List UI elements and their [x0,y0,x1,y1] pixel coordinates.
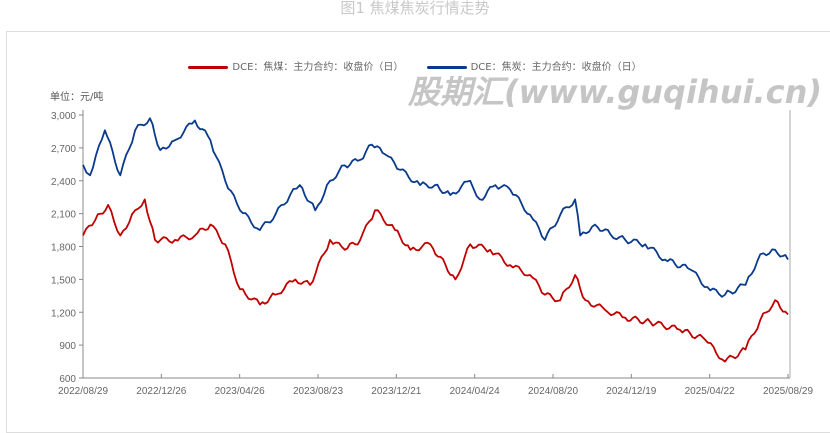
x-tick-label: 2025/08/29 [763,386,813,397]
legend-swatch [426,65,467,69]
x-tick-label: 2022/08/29 [58,386,108,397]
legend: DCE：焦煤：主力合约：收盘价（日） DCE：焦炭：主力合约：收盘价（日） [0,58,830,73]
y-tick-label: 3,000 [51,111,76,122]
legend-item-coke: DCE：焦炭：主力合约：收盘价（日） [426,58,642,73]
legend-swatch [188,65,229,69]
series-line-0 [82,198,789,363]
chart-title: 图1 焦煤焦炭行情走势 [340,0,490,17]
legend-label: DCE：焦炭：主力合约：收盘价（日） [470,62,642,73]
x-tick-label: 2024/12/19 [606,386,656,397]
x-tick-label: 2023/12/21 [371,386,421,397]
x-tick-label: 2023/04/26 [215,386,265,397]
series-line-1 [82,117,789,298]
x-tick-label: 2025/04/22 [685,386,735,397]
unit-label: 单位：元/吨 [50,92,104,103]
y-tick-label: 1,800 [51,243,76,254]
x-tick-label: 2023/08/23 [293,386,343,397]
y-tick-label: 2,400 [51,177,76,188]
y-tick-label: 2,100 [51,210,76,221]
y-tick-label: 600 [59,374,76,385]
y-tick-label: 1,500 [51,275,76,286]
y-tick-label: 900 [59,341,76,352]
legend-item-coking-coal: DCE：焦煤：主力合约：收盘价（日） [188,58,403,73]
y-tick-label: 2,700 [51,144,76,155]
x-tick-label: 2022/12/26 [136,386,186,397]
watermark: 股期汇(www.guqihui.cn) [407,73,822,111]
y-tick-label: 1,200 [51,308,76,319]
x-tick-label: 2024/04/24 [450,386,500,397]
plot-area: 3,000 2,700 2,400 2,100 1,800 1,500 1,200 900 60… [51,110,813,397]
x-tick-label: 2024/08/20 [528,386,578,397]
legend-label: DCE：焦煤：主力合约：收盘价（日） [232,62,404,73]
